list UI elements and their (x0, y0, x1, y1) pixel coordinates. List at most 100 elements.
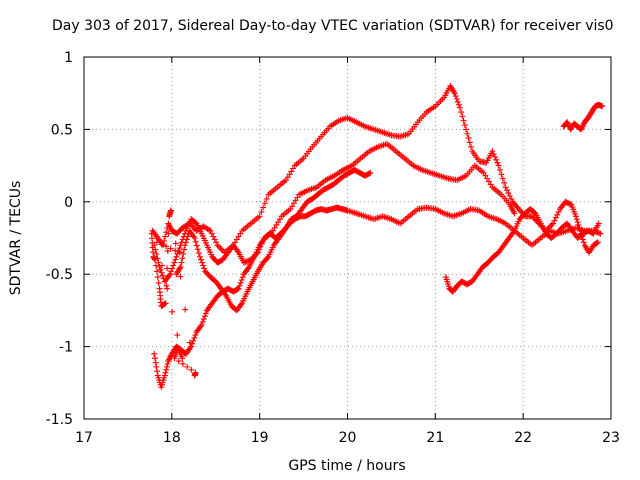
data-point (580, 239, 587, 246)
data-point (256, 213, 263, 220)
series-track-6 (560, 101, 606, 133)
plot-frame (83, 56, 612, 420)
data-point (167, 207, 174, 214)
data-point (594, 239, 601, 246)
data-point (151, 355, 158, 362)
data-point (456, 104, 463, 111)
series-track-7 (148, 207, 199, 379)
data-point (179, 360, 186, 367)
data-point (170, 262, 177, 269)
data-point (176, 265, 183, 272)
data-point (173, 253, 180, 260)
data-point (158, 241, 165, 248)
data-point (161, 372, 168, 379)
data-point (597, 230, 604, 237)
data-point (234, 248, 241, 255)
x-tick-label: 22 (514, 430, 532, 446)
data-point (182, 242, 189, 249)
data-point (554, 211, 561, 218)
x-tick-label: 20 (339, 430, 357, 446)
data-point (177, 263, 184, 270)
x-tick-label: 21 (426, 430, 444, 446)
data-point (599, 103, 606, 110)
data-point (155, 279, 162, 286)
data-point (199, 259, 206, 266)
data-point (197, 323, 204, 330)
data-point (163, 243, 170, 250)
data-point (192, 332, 199, 339)
y-tick-labels: -1.5 -1 -0.5 0 0.5 1 (46, 50, 73, 428)
data-point (593, 239, 600, 246)
data-point (166, 223, 173, 230)
data-point (181, 246, 188, 253)
data-point (193, 242, 200, 249)
x-tick-label: 19 (251, 430, 269, 446)
data-point (548, 221, 555, 228)
data-point (578, 124, 585, 131)
data-point (510, 229, 517, 236)
x-tick-label: 23 (602, 430, 620, 446)
data-point (498, 171, 505, 178)
data-point (217, 245, 224, 252)
data-point (218, 246, 225, 253)
data-point (236, 282, 243, 289)
data-point (197, 256, 204, 263)
data-point (494, 159, 501, 166)
data-point (579, 236, 586, 243)
data-point (547, 223, 554, 230)
data-point (163, 366, 170, 373)
y-tick-label: -1.5 (46, 412, 73, 428)
data-point (202, 310, 209, 317)
data-point (490, 151, 497, 158)
data-point (182, 306, 189, 313)
series-track-5 (442, 206, 602, 295)
data-point (239, 274, 246, 281)
data-point (161, 300, 168, 307)
data-point (238, 301, 245, 308)
data-point (164, 360, 171, 367)
data-point (162, 300, 169, 307)
data-point (201, 313, 208, 320)
data-point (489, 148, 496, 155)
data-point (164, 265, 171, 272)
data-point (463, 126, 470, 133)
data-point (190, 337, 197, 344)
data-point (176, 249, 183, 256)
data-point (180, 250, 187, 257)
data-point (166, 272, 173, 279)
data-point (564, 120, 571, 127)
data-point (238, 276, 245, 283)
data-point (260, 204, 267, 211)
data-point (159, 272, 166, 279)
data-point (198, 321, 205, 328)
data-point (157, 266, 164, 273)
data-point (191, 235, 198, 241)
data-point (206, 226, 213, 233)
data-point (165, 230, 172, 237)
data-point (235, 285, 242, 292)
data-point (454, 98, 461, 105)
data-point (596, 230, 603, 237)
data-point (499, 175, 506, 182)
data-point (451, 90, 458, 97)
data-point (242, 259, 249, 266)
data-point (172, 240, 179, 247)
data-point (261, 200, 268, 207)
data-point (214, 242, 221, 249)
data-point (167, 245, 174, 252)
data-point (367, 169, 374, 176)
y-tick-label: -1 (59, 340, 73, 356)
data-point (458, 109, 465, 116)
data-point (192, 369, 199, 376)
data-point (153, 250, 160, 257)
data-point (165, 358, 172, 365)
data-point (158, 262, 165, 269)
data-point (243, 258, 250, 265)
data-point (174, 332, 181, 339)
data-point (172, 256, 179, 263)
data-point (179, 355, 186, 362)
y-tick-label: 0.5 (51, 122, 73, 138)
data-point (188, 343, 195, 350)
data-point (166, 356, 173, 363)
